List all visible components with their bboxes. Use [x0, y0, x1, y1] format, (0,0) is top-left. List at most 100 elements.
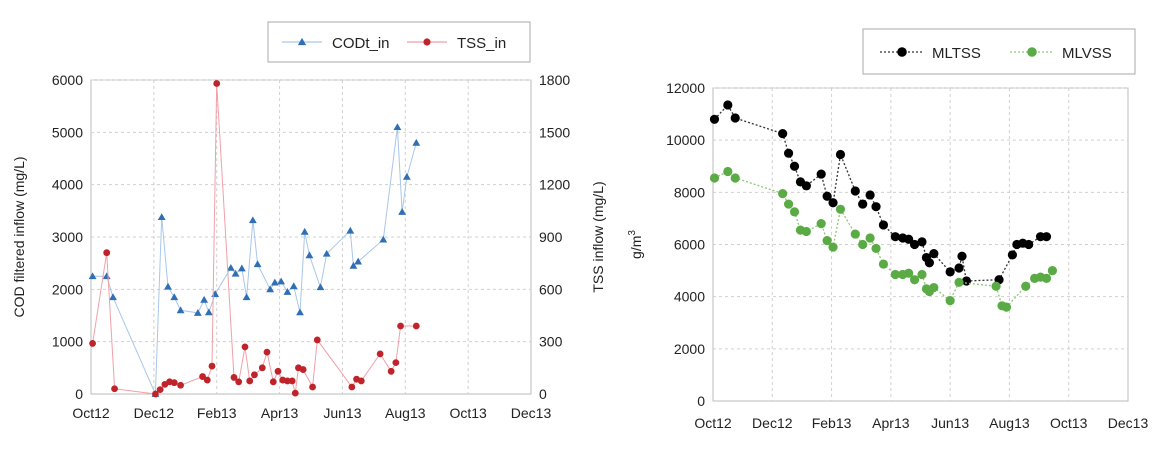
data-point-mlvss — [890, 269, 900, 280]
legend-marker-tss-in — [423, 38, 431, 46]
x-tick-label: Aug13 — [989, 415, 1030, 431]
data-point-tss-in — [246, 377, 254, 385]
data-point-tss-in — [152, 390, 159, 398]
data-point-tss-in — [392, 359, 400, 366]
data-point-mltss — [957, 251, 967, 261]
data-point-codt-in — [270, 278, 279, 286]
y-right-tick-label: 0 — [539, 386, 547, 402]
data-point-tss-in — [269, 378, 277, 386]
data-point-mlvss — [909, 275, 920, 285]
data-point-tss-in — [89, 340, 96, 347]
data-point-tss-in — [103, 249, 111, 257]
data-point-tss-in — [263, 348, 271, 356]
data-point-mltss — [878, 220, 889, 230]
data-point-tss-in — [274, 367, 282, 375]
data-point-tss-in — [241, 343, 249, 351]
data-point-mltss — [801, 181, 811, 191]
y-tick-label: 6000 — [674, 237, 705, 253]
data-point-tss-in — [387, 367, 395, 375]
data-point-codt-in — [296, 308, 304, 316]
data-point-mltss — [730, 113, 740, 123]
y-left-axis-title: COD filtered inflow (mg/L) — [11, 156, 27, 317]
x-tick-label: Dec12 — [752, 415, 793, 431]
y-left-tick-label: 5000 — [52, 124, 83, 140]
data-point-mltss — [828, 198, 838, 208]
data-point-mlvss — [945, 295, 955, 306]
data-point-tss-in — [170, 379, 178, 387]
data-point-mlvss — [835, 204, 846, 214]
data-point-mlvss — [816, 219, 826, 229]
x-tick-label: Jun13 — [931, 415, 969, 431]
data-point-mlvss — [871, 243, 881, 254]
data-point-tss-in — [299, 366, 307, 373]
data-point-codt-in — [398, 207, 407, 215]
data-point-tss-in — [288, 377, 296, 385]
data-point-codt-in — [300, 227, 309, 235]
data-point-codt-in — [204, 308, 213, 316]
data-point-codt-in — [277, 277, 286, 285]
data-point-mlvss — [865, 233, 875, 243]
data-point-codt-in — [102, 272, 111, 280]
data-point-mltss — [850, 186, 860, 196]
data-point-mlvss — [801, 226, 811, 237]
data-point-mlvss — [1001, 302, 1012, 312]
data-point-mltss — [822, 191, 832, 201]
data-point-mlvss — [1041, 273, 1052, 284]
data-point-codt-in — [412, 138, 421, 146]
data-point-codt-in — [157, 213, 166, 221]
data-point-codt-in — [316, 283, 325, 291]
data-point-mlvss — [991, 281, 1001, 291]
y-right-tick-label: 1500 — [539, 124, 570, 140]
data-point-tss-in — [235, 378, 243, 386]
y-tick-label: 10000 — [666, 132, 705, 148]
x-tick-label: Feb13 — [197, 405, 237, 421]
data-point-codt-in — [349, 261, 358, 269]
y-tick-label: 2000 — [674, 341, 705, 357]
data-point-mltss — [929, 249, 939, 259]
data-point-codt-in — [283, 288, 292, 295]
data-point-codt-in — [170, 293, 179, 301]
data-point-mltss — [871, 202, 881, 212]
data-point-codt-in — [88, 272, 97, 280]
data-point-tss-in — [313, 336, 321, 344]
data-point-mltss — [904, 234, 914, 244]
data-point-codt-in — [402, 172, 411, 180]
x-tick-label: Oct13 — [1050, 415, 1088, 431]
y-left-tick-label: 6000 — [52, 72, 83, 88]
x-tick-label: Oct12 — [72, 405, 110, 421]
data-point-mltss — [1024, 239, 1034, 250]
data-point-tss-in — [284, 377, 291, 385]
data-point-codt-in — [266, 285, 275, 293]
data-point-tss-in — [357, 377, 365, 385]
legend-2: MLTSS MLVSS — [862, 28, 1136, 75]
data-point-mltss — [917, 237, 927, 247]
data-point-tss-in — [251, 371, 258, 379]
data-point-tss-in — [309, 383, 316, 391]
data-point-tss-in — [348, 383, 356, 391]
data-point-mltss — [924, 258, 934, 268]
data-point-tss-in — [177, 381, 184, 389]
data-point-mlvss — [730, 173, 740, 183]
data-point-tss-in — [376, 350, 384, 358]
data-point-codt-in — [237, 264, 246, 272]
data-point-mlvss — [954, 277, 964, 287]
legend-marker-mlvss — [1027, 47, 1037, 57]
data-point-tss-in — [412, 322, 420, 330]
x-tick-label: Jun13 — [323, 405, 361, 421]
x-tick-label: Aug13 — [385, 405, 426, 421]
y-left-tick-label: 0 — [75, 386, 83, 402]
legend-label: MLTSS — [932, 45, 981, 62]
legend-label: CODt_in — [332, 35, 390, 52]
data-point-codt-in — [346, 226, 355, 234]
x-tick-label: Dec13 — [511, 405, 552, 421]
y-tick-label: 0 — [697, 393, 705, 409]
data-point-mlvss — [709, 173, 720, 183]
data-point-mltss — [890, 232, 900, 242]
data-point-mlvss — [858, 239, 868, 250]
y-right-tick-label: 900 — [539, 229, 563, 245]
y-left-tick-label: 3000 — [52, 229, 83, 245]
data-point-codt-in — [305, 251, 314, 259]
data-point-mltss — [945, 267, 955, 277]
